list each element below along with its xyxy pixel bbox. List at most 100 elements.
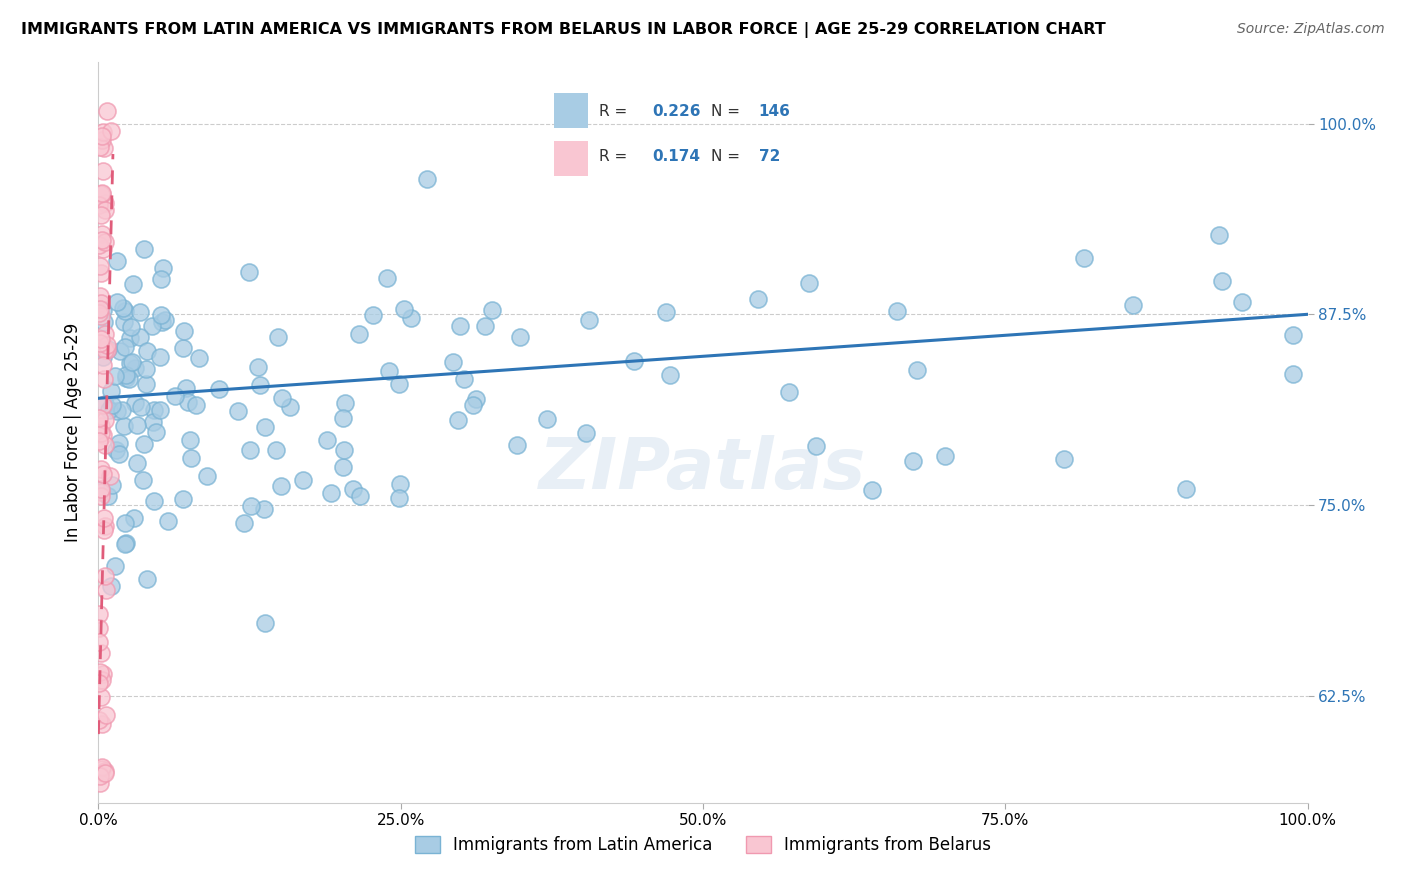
Point	[91, 128, 114, 143]
Point	[89, 336, 111, 351]
Point	[575, 425, 598, 440]
Point	[115, 536, 138, 550]
Point	[122, 277, 145, 292]
Point	[270, 391, 292, 405]
Point	[254, 420, 277, 434]
Point	[87, 434, 110, 448]
Point	[1211, 274, 1233, 288]
Point	[93, 523, 115, 537]
Point	[226, 404, 249, 418]
Point	[94, 235, 117, 249]
Point	[253, 502, 276, 516]
Point	[361, 308, 384, 322]
Point	[96, 343, 118, 358]
Point	[149, 272, 172, 286]
Point	[240, 499, 263, 513]
Point	[104, 558, 127, 573]
Point	[93, 202, 115, 217]
Point	[105, 404, 128, 418]
Point	[90, 186, 112, 201]
Point	[135, 376, 157, 391]
Point	[89, 302, 111, 317]
Point	[128, 329, 150, 343]
Point	[91, 186, 114, 200]
Point	[377, 364, 399, 378]
Point	[136, 573, 159, 587]
Point	[104, 443, 127, 458]
Point	[96, 104, 118, 119]
Point	[105, 295, 128, 310]
Point	[105, 254, 128, 268]
Point	[107, 436, 129, 450]
Point	[253, 616, 276, 631]
Point	[447, 413, 470, 427]
Point	[101, 478, 124, 492]
Point	[389, 476, 412, 491]
Point	[1208, 227, 1230, 242]
Point	[111, 301, 134, 315]
Point	[453, 372, 475, 386]
Point	[316, 433, 339, 447]
Point	[388, 377, 411, 392]
Point	[135, 343, 157, 358]
Point	[901, 454, 924, 468]
Point	[97, 489, 120, 503]
Point	[104, 368, 127, 383]
Point	[90, 426, 112, 441]
Point	[90, 461, 112, 475]
Point	[443, 355, 465, 369]
Point	[1230, 295, 1253, 310]
Point	[860, 483, 883, 497]
Point	[90, 227, 112, 241]
Point	[449, 319, 471, 334]
Point	[89, 769, 111, 783]
Point	[94, 413, 117, 427]
Point	[91, 398, 114, 412]
Point	[905, 363, 928, 377]
Point	[91, 133, 114, 147]
Point	[89, 140, 111, 154]
Point	[87, 635, 110, 649]
Point	[93, 519, 115, 533]
Point	[91, 716, 114, 731]
Point	[93, 396, 115, 410]
Point	[120, 320, 142, 334]
Point	[132, 473, 155, 487]
Point	[90, 208, 112, 222]
Point	[332, 410, 354, 425]
Point	[461, 398, 484, 412]
Point	[778, 384, 800, 399]
Point	[536, 411, 558, 425]
Point	[464, 392, 486, 406]
Point	[98, 468, 121, 483]
Point	[578, 313, 600, 327]
Point	[349, 489, 371, 503]
Point	[91, 164, 114, 178]
Point	[1281, 368, 1303, 382]
Point	[264, 442, 287, 457]
Text: IMMIGRANTS FROM LATIN AMERICA VS IMMIGRANTS FROM BELARUS IN LABOR FORCE | AGE 25: IMMIGRANTS FROM LATIN AMERICA VS IMMIGRA…	[21, 22, 1107, 38]
Point	[172, 492, 194, 507]
Point	[90, 295, 112, 310]
Point	[90, 484, 112, 499]
Point	[93, 141, 115, 155]
Point	[804, 439, 827, 453]
Point	[89, 621, 111, 635]
Point	[333, 396, 356, 410]
Point	[173, 324, 195, 338]
Point	[799, 276, 821, 290]
Point	[91, 351, 114, 365]
Point	[388, 491, 411, 505]
Point	[89, 713, 111, 727]
Point	[153, 312, 176, 326]
Point	[94, 569, 117, 583]
Point	[509, 330, 531, 344]
Point	[135, 362, 157, 376]
Point	[401, 311, 423, 326]
Point	[122, 511, 145, 525]
Point	[623, 354, 645, 368]
Point	[100, 384, 122, 398]
Point	[90, 646, 112, 660]
Point	[124, 396, 146, 410]
Point	[90, 762, 112, 776]
